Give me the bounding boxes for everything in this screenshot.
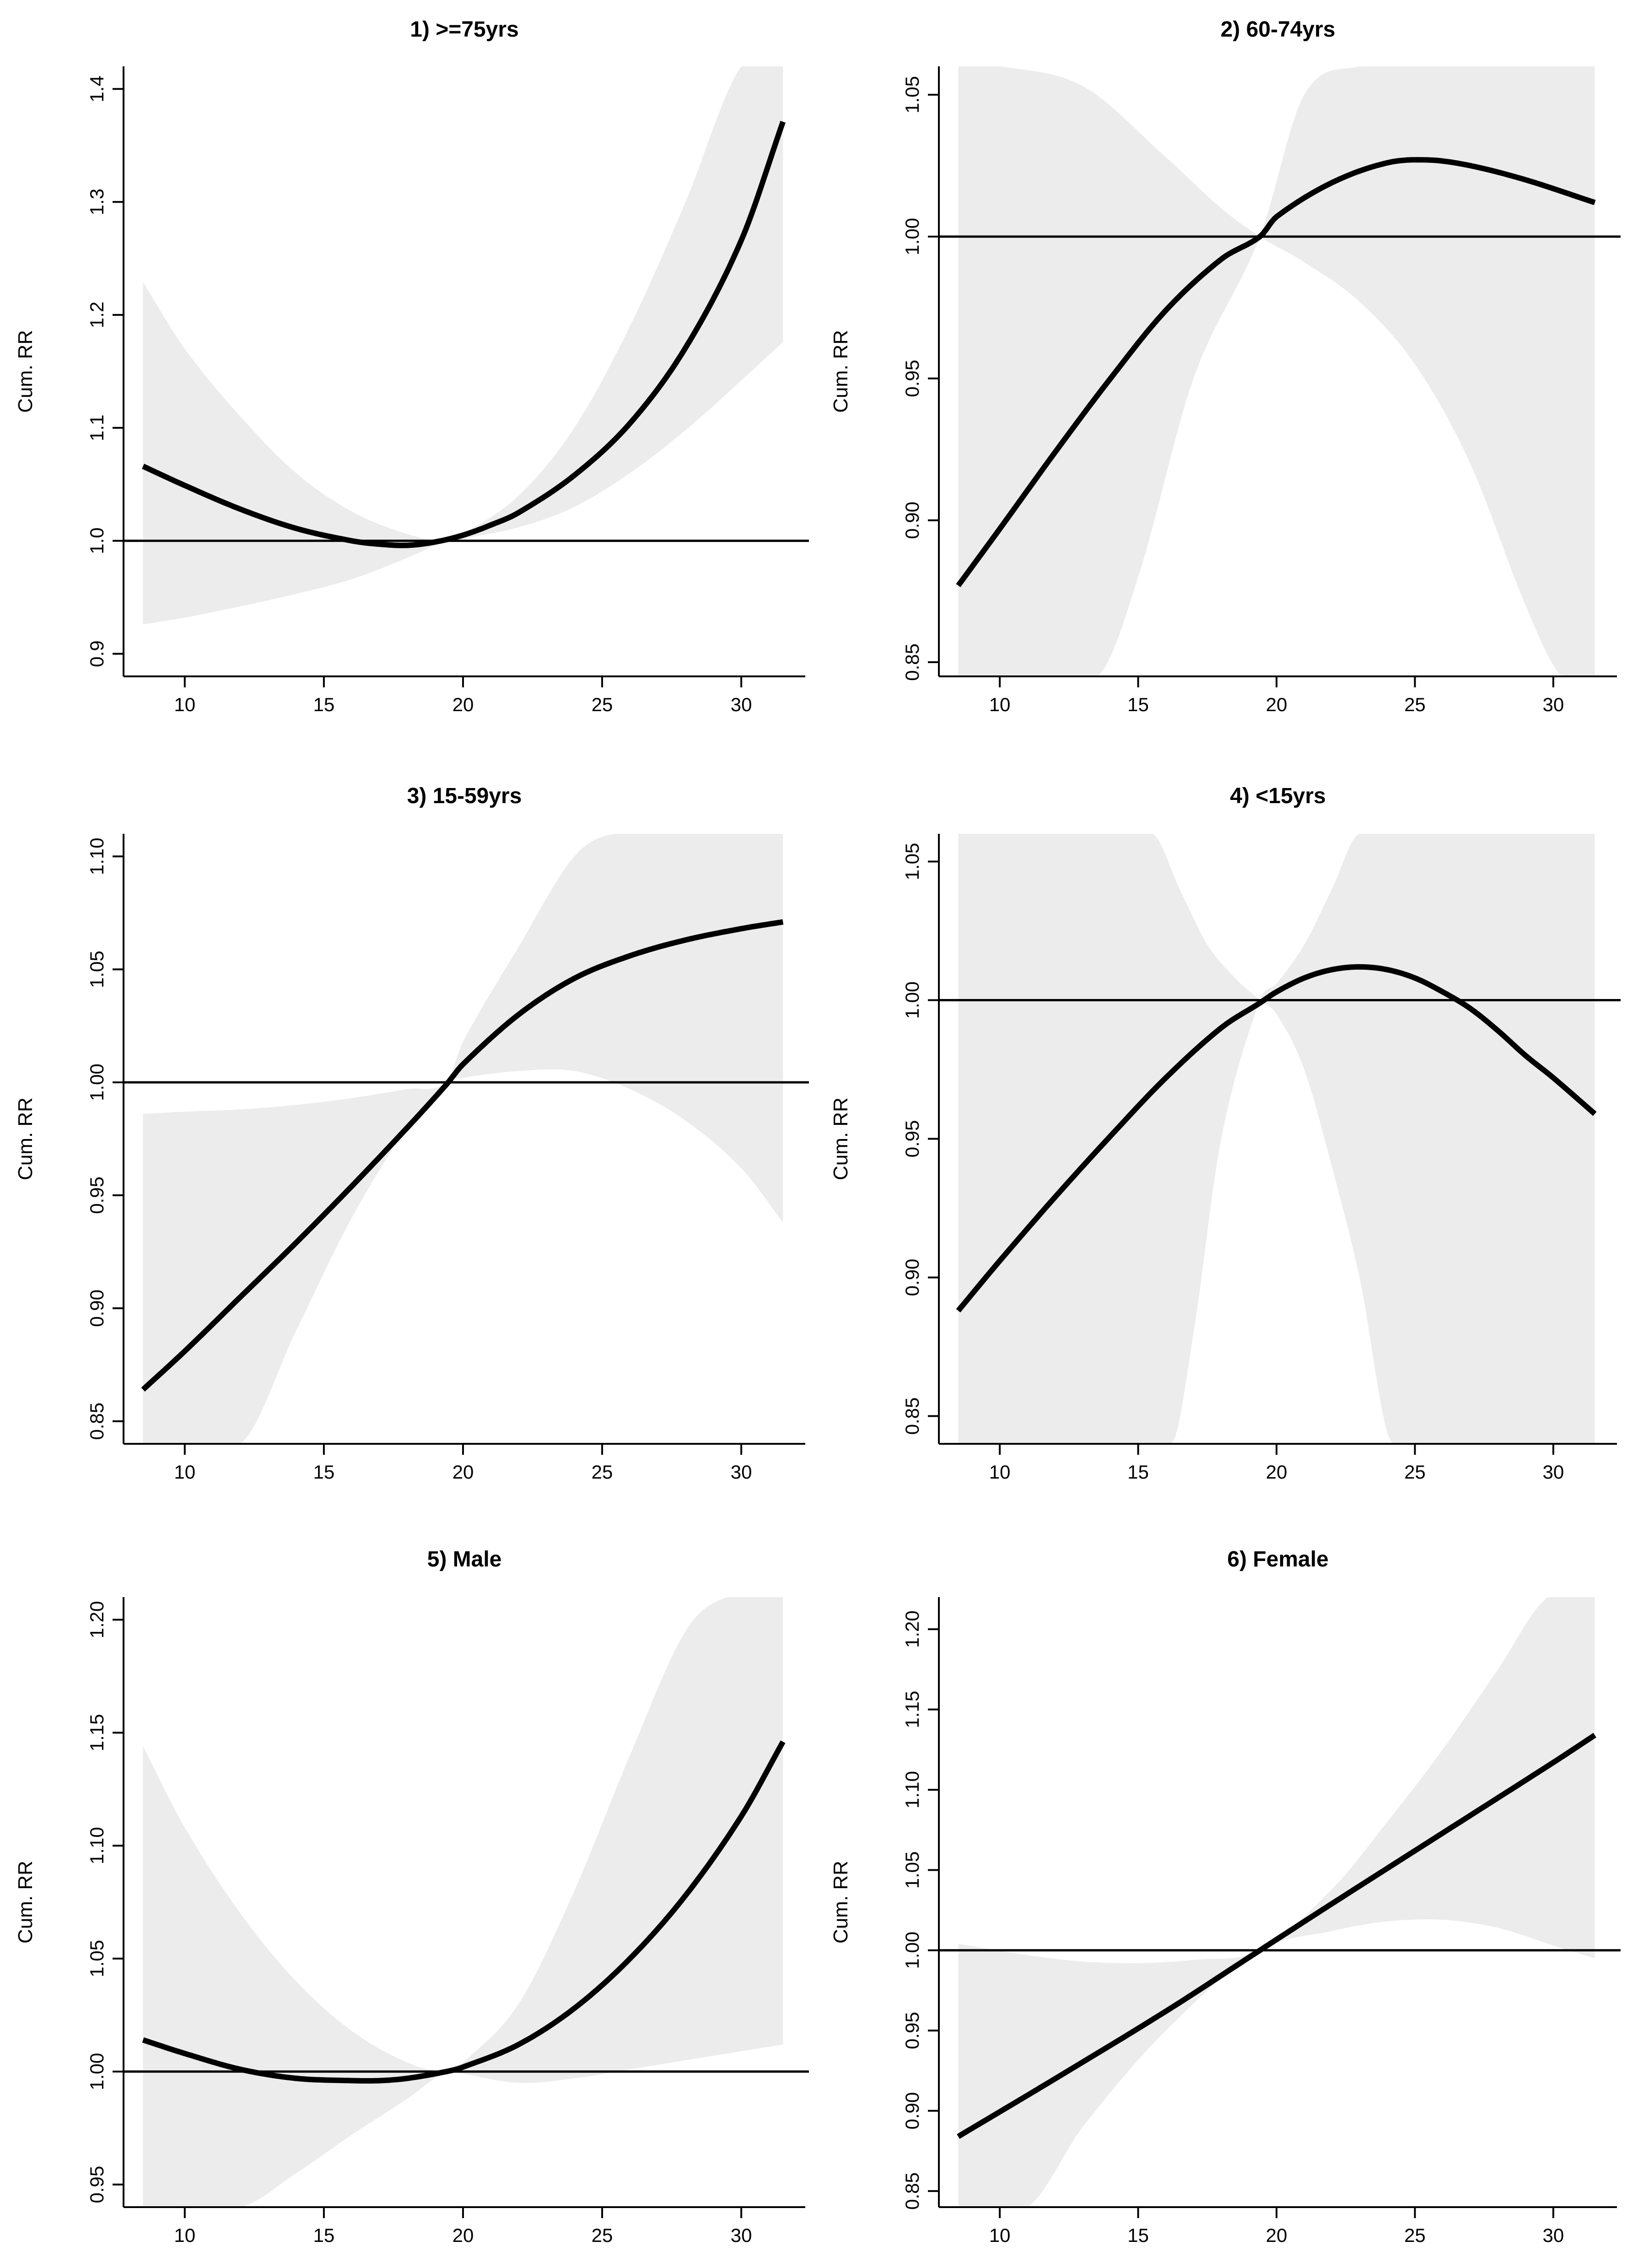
- x-tick-label: 25: [592, 694, 613, 715]
- x-tick-label: 20: [1266, 1461, 1288, 1483]
- y-axis-label: Cum. RR: [830, 1861, 852, 1944]
- x-tick-label: 25: [1404, 694, 1426, 715]
- fitted-curve: [957, 1733, 1596, 2139]
- x-tick-label: 15: [1127, 2225, 1149, 2246]
- x-tick-label: 20: [453, 2225, 474, 2246]
- chart-title: 5) Male: [427, 1547, 502, 1571]
- y-tick-label: 1.20: [901, 1610, 923, 1648]
- chart-panel-5: 10 15 20 25 30 0.95 1.00 1.05 1.10 1.15 1.20 Cum. R…: [14, 1547, 809, 2246]
- chart-title: 4) <15yrs: [1230, 784, 1326, 808]
- x-tick-label: 10: [174, 1461, 195, 1483]
- chart-panel-6: 10 15 20 25 30 0.85 0.90 0.95 1.00 1.05 1.10 1.15 1.…: [830, 1547, 1621, 2246]
- y-tick-label: 0.90: [86, 1290, 108, 1327]
- y-tick-label: 1.00: [901, 982, 923, 1019]
- fitted-curve: [956, 157, 1596, 588]
- x-tick-label: 15: [313, 1461, 335, 1483]
- y-tick-label: 0.95: [901, 1120, 923, 1158]
- y-tick-label: 0.85: [901, 643, 923, 681]
- y-tick-label: 1.2: [86, 302, 108, 328]
- chart-panel-1: 10 15 20 25 30 0.9 1.0 1.1 1.2 1.3 1.4 Cum. RR 1) >=…: [14, 17, 809, 715]
- y-tick-label: 1.10: [86, 837, 108, 875]
- fitted-curve: [956, 964, 1597, 1313]
- y-tick-label: 0.9: [86, 640, 108, 667]
- y-tick-label: 1.00: [901, 1932, 923, 1969]
- chart-panel-3: 10 15 20 25 30 0.85 0.90 0.95 1.00 1.05 1.10 Cum. R…: [14, 784, 809, 1483]
- y-axis-label: Cum. RR: [830, 1097, 852, 1180]
- chart-title: 6) Female: [1227, 1547, 1328, 1571]
- x-tick-label: 20: [453, 694, 474, 715]
- y-tick-label: 1.00: [86, 2053, 108, 2090]
- x-tick-label: 30: [1543, 1461, 1564, 1483]
- x-tick-label: 30: [731, 1461, 752, 1483]
- x-tick-label: 20: [1266, 2225, 1288, 2246]
- x-tick-label: 20: [1266, 694, 1288, 715]
- ci-band: [958, 1597, 1595, 2207]
- chart-title: 2) 60-74yrs: [1221, 17, 1336, 42]
- chart-panel-4: 10 15 20 25 30 0.85 0.90 0.95 1.00 1.05 Cum. RR 4) …: [830, 784, 1621, 1483]
- x-tick-label: 25: [1404, 2225, 1426, 2246]
- x-tick-label: 30: [1543, 694, 1564, 715]
- y-tick-label: 1.20: [86, 1601, 108, 1638]
- y-tick-label: 1.00: [901, 218, 923, 255]
- x-tick-label: 10: [989, 694, 1011, 715]
- ci-band: [143, 1597, 783, 2207]
- x-tick-label: 15: [1127, 1461, 1149, 1483]
- x-tick-label: 25: [1404, 1461, 1426, 1483]
- ci-band: [143, 834, 783, 1444]
- y-tick-label: 1.05: [86, 1940, 108, 1977]
- ci-band: [958, 834, 1595, 1444]
- y-axis-label: Cum. RR: [14, 330, 37, 413]
- y-tick-label: 1.05: [901, 76, 923, 113]
- y-tick-label: 1.00: [86, 1064, 108, 1101]
- y-tick-label: 1.10: [86, 1827, 108, 1864]
- x-tick-label: 15: [313, 694, 335, 715]
- x-tick-label: 30: [731, 2225, 752, 2246]
- ci-band: [143, 66, 783, 625]
- x-tick-label: 30: [1543, 2225, 1564, 2246]
- x-tick-label: 30: [731, 694, 752, 715]
- x-tick-label: 10: [989, 2225, 1011, 2246]
- y-tick-label: 0.85: [86, 1403, 108, 1440]
- y-tick-label: 1.05: [901, 1851, 923, 1889]
- chart-panel-2: 10 15 20 25 30 0.85 0.90 0.95 1.00 1.05 Cum. RR 2) …: [830, 17, 1621, 715]
- x-tick-label: 25: [592, 1461, 613, 1483]
- y-tick-label: 1.15: [901, 1691, 923, 1728]
- y-tick-label: 0.95: [901, 2012, 923, 2049]
- y-axis-label: Cum. RR: [14, 1097, 37, 1180]
- y-tick-label: 1.4: [86, 76, 108, 102]
- y-tick-label: 0.95: [901, 360, 923, 397]
- y-tick-label: 0.95: [86, 1177, 108, 1214]
- y-tick-label: 0.90: [901, 1259, 923, 1296]
- fitted-curve: [141, 919, 784, 1392]
- chart-title: 1) >=75yrs: [410, 17, 519, 42]
- x-tick-label: 15: [1127, 694, 1149, 715]
- y-tick-label: 0.90: [901, 2092, 923, 2130]
- x-tick-label: 15: [313, 2225, 335, 2246]
- y-tick-label: 0.90: [901, 502, 923, 539]
- fitted-curve: [142, 121, 786, 548]
- chart-title: 3) 15-59yrs: [407, 784, 522, 808]
- x-tick-label: 10: [989, 1461, 1011, 1483]
- y-tick-label: 1.0: [86, 528, 108, 554]
- x-tick-label: 20: [453, 1461, 474, 1483]
- y-tick-label: 1.15: [86, 1714, 108, 1751]
- y-tick-label: 0.85: [901, 1398, 923, 1435]
- ci-band: [958, 66, 1595, 676]
- y-tick-label: 0.85: [901, 2172, 923, 2210]
- y-tick-label: 1.05: [86, 950, 108, 988]
- fitted-curve: [142, 1740, 786, 2084]
- y-tick-label: 1.1: [86, 415, 108, 441]
- y-axis-label: Cum. RR: [830, 330, 852, 413]
- x-tick-label: 10: [174, 2225, 195, 2246]
- y-tick-label: 1.05: [901, 843, 923, 880]
- y-axis-label: Cum. RR: [14, 1861, 37, 1944]
- x-tick-label: 10: [174, 694, 195, 715]
- y-tick-label: 1.3: [86, 189, 108, 215]
- y-tick-label: 1.10: [901, 1771, 923, 1809]
- x-tick-label: 25: [592, 2225, 613, 2246]
- y-tick-label: 0.95: [86, 2166, 108, 2203]
